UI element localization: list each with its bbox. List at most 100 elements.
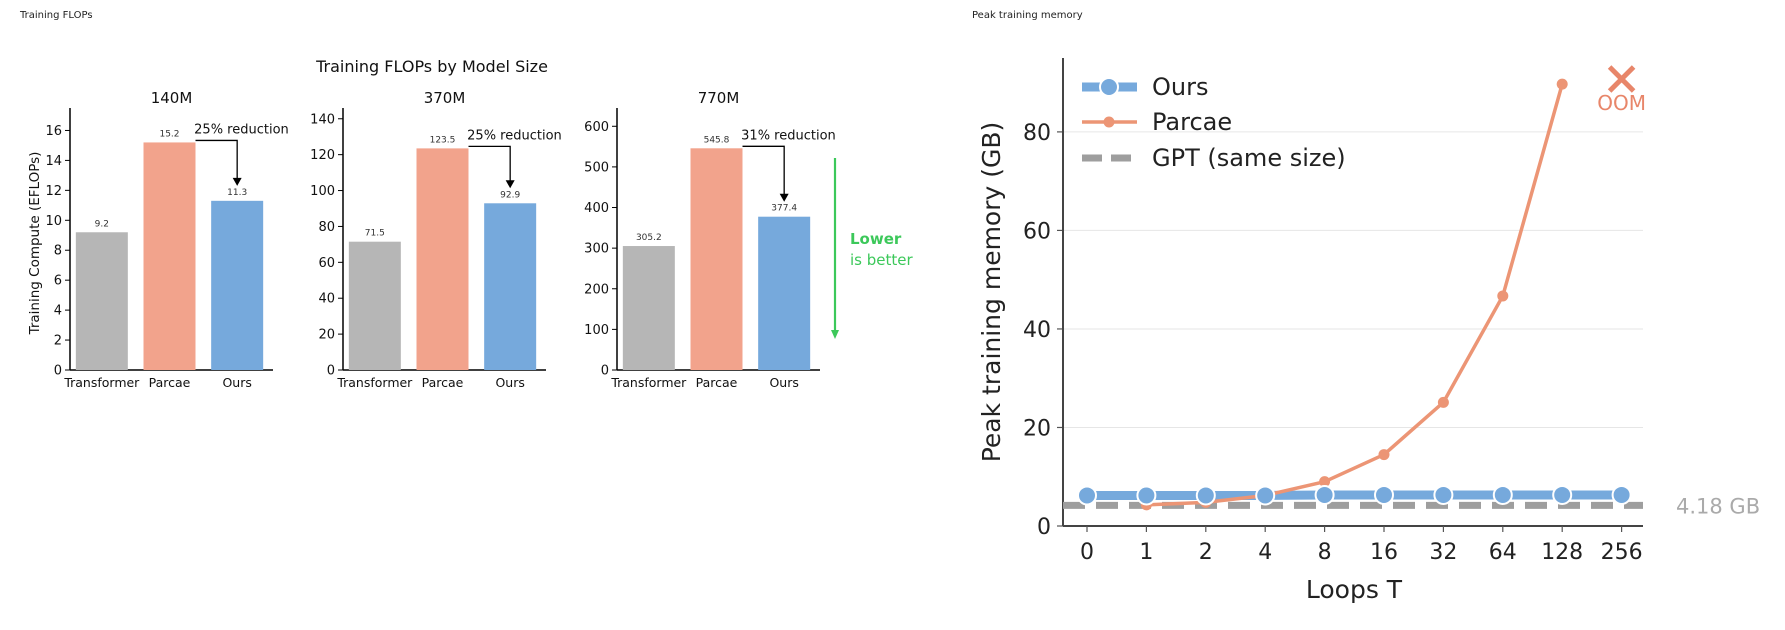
bar-value-label-1: 92.9	[500, 190, 520, 200]
reduction-label-1: 25% reduction	[467, 128, 562, 143]
y-tick-label-2: 600	[584, 120, 609, 135]
x-tick-label-0: Ours	[222, 375, 251, 390]
x-tick-label-1: Transformer	[336, 375, 413, 390]
reduction-arrowhead-2	[779, 193, 789, 202]
reduction-arrowhead-1	[505, 180, 515, 189]
series-parcae-point	[1378, 449, 1390, 461]
legend-parcae-label: Parcae	[1152, 108, 1232, 136]
y-tick-label-2: 200	[584, 282, 609, 297]
x-tick-label-2: Transformer	[610, 375, 687, 390]
y-tick-label-1: 0	[327, 364, 335, 379]
series-ours-point	[1374, 484, 1394, 505]
chart-subtitle-1: 370M	[424, 89, 466, 107]
legend-ours-label: Ours	[1152, 73, 1208, 101]
bar-group-title: Training FLOPs by Model Size	[315, 57, 548, 76]
y-tick-label: 20	[1023, 416, 1051, 441]
y-tick-label-1: 80	[318, 220, 335, 235]
x-tick-label: 64	[1489, 540, 1517, 565]
series-ours-point	[1492, 484, 1513, 505]
y-tick-label-2: 400	[584, 201, 609, 216]
chart-subtitle-0: 140M	[151, 89, 193, 107]
y-tick-label-0: 4	[54, 304, 62, 319]
x-tick-label: 32	[1429, 540, 1457, 565]
x-tick-label: 128	[1541, 540, 1583, 565]
x-tick-label-1: Ours	[495, 375, 524, 390]
bar-parcae-1	[416, 148, 469, 370]
lower-better-label: Lower	[850, 230, 902, 248]
y-tick-label-0: 14	[45, 154, 62, 169]
bar-parcae-2	[690, 148, 743, 370]
oom-label: OOM	[1597, 91, 1646, 115]
bar-value-label-2: 545.8	[704, 135, 730, 145]
chart-subtitle-2: 770M	[698, 89, 740, 107]
y-tick-label-0: 16	[45, 124, 62, 139]
series-ours-point	[1195, 485, 1216, 506]
bar-value-label-2: 377.4	[771, 204, 797, 214]
left-panel-title: Training FLOPs	[20, 10, 93, 21]
y-tick-label-1: 40	[318, 292, 335, 307]
lower-better-arrowhead	[831, 330, 839, 339]
line-x-axis-label: Loops T	[1306, 575, 1403, 604]
bar-parcae-0	[143, 142, 196, 370]
x-tick-label-1: Parcae	[422, 375, 464, 390]
series-ours-point	[1077, 485, 1097, 506]
y-tick-label-0: 8	[54, 244, 62, 259]
bar-ours-2	[758, 216, 811, 370]
reduction-label-0: 25% reduction	[194, 122, 289, 137]
bar-transformer-2	[622, 246, 675, 370]
right-panel-title: Peak training memory	[972, 10, 1083, 21]
y-tick-label: 80	[1023, 121, 1051, 146]
x-tick-label: 16	[1370, 540, 1398, 565]
line-y-axis-label: Peak training memory (GB)	[977, 122, 1006, 463]
bar-value-label-0: 9.2	[95, 219, 109, 229]
reduction-label-2: 31% reduction	[741, 128, 836, 143]
y-tick-label-1: 120	[310, 148, 335, 163]
bar-ours-0	[211, 200, 264, 370]
y-tick-label-1: 60	[318, 256, 335, 271]
bar-value-label-1: 71.5	[365, 229, 385, 239]
legend-gpt-label: GPT (same size)	[1152, 144, 1346, 172]
y-tick-label-0: 12	[45, 184, 62, 199]
x-tick-label: 0	[1080, 540, 1094, 565]
y-tick-label-1: 20	[318, 328, 335, 343]
series-ours-point	[1314, 484, 1335, 505]
y-tick-label-2: 0	[601, 364, 609, 379]
series-parcae-point	[1437, 396, 1449, 408]
x-tick-label: 4	[1258, 540, 1272, 565]
series-parcae-line	[1146, 83, 1564, 507]
series-ours-point	[1611, 484, 1632, 505]
y-tick-label-2: 100	[584, 323, 609, 338]
series-parcae-point	[1319, 476, 1331, 488]
bar-value-label-2: 305.2	[636, 233, 662, 243]
reduction-arrowhead-0	[232, 177, 242, 186]
y-tick-label-1: 140	[310, 112, 335, 127]
reduction-arrow-2	[742, 145, 785, 195]
x-tick-label: 2	[1199, 540, 1213, 565]
bar-y-axis-label: Training Compute (EFLOPs)	[27, 152, 43, 336]
x-tick-label-2: Parcae	[696, 375, 738, 390]
y-tick-label: 60	[1023, 219, 1051, 244]
y-tick-label-0: 2	[54, 334, 62, 349]
x-tick-label: 8	[1318, 540, 1332, 565]
bar-transformer-0	[75, 232, 128, 370]
x-tick-label-0: Transformer	[63, 375, 140, 390]
gpt-value-label: 4.18 GB	[1676, 494, 1760, 518]
bar-transformer-1	[348, 241, 401, 370]
y-tick-label-2: 500	[584, 160, 609, 175]
x-tick-label-0: Parcae	[149, 375, 191, 390]
x-tick-label-2: Ours	[769, 375, 798, 390]
oom-x-icon	[1607, 65, 1636, 93]
y-tick-label-0: 0	[54, 364, 62, 379]
x-tick-label: 1	[1139, 540, 1153, 565]
series-parcae-point	[1497, 290, 1509, 302]
bar-value-label-1: 123.5	[430, 135, 456, 145]
series-ours-point	[1552, 484, 1573, 505]
series-ours-point	[1136, 485, 1157, 506]
series-ours-point	[1433, 484, 1454, 505]
y-tick-label-1: 100	[310, 184, 335, 199]
reduction-arrow-0	[195, 139, 238, 179]
y-tick-label-0: 6	[54, 274, 62, 289]
legend-ours-marker	[1099, 77, 1119, 97]
y-tick-label: 40	[1023, 318, 1051, 343]
